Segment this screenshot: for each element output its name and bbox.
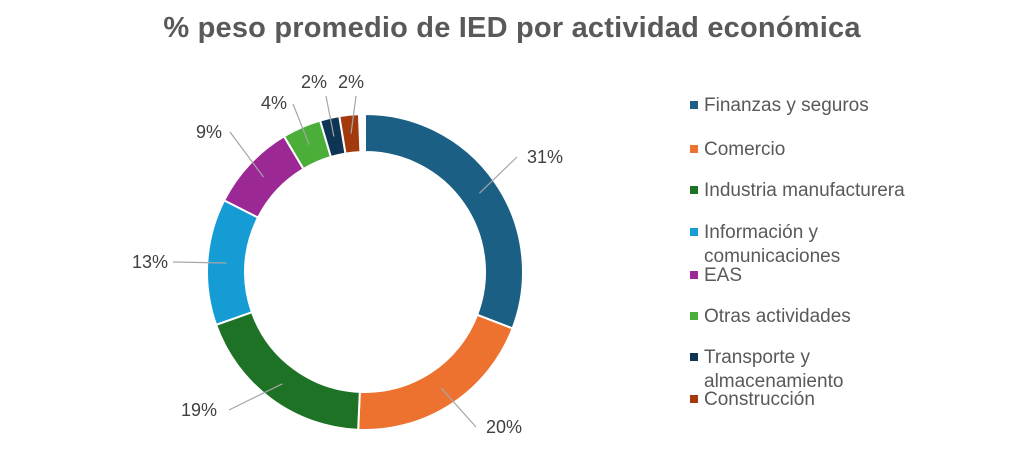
data-label: 13% <box>132 252 168 272</box>
legend-label: Construcción <box>704 389 815 410</box>
legend-swatch <box>690 145 698 153</box>
leader-line <box>479 156 518 194</box>
donut-slices <box>206 112 524 431</box>
data-label: 20% <box>486 417 522 437</box>
leader-line <box>172 261 227 264</box>
data-label: 9% <box>196 122 222 142</box>
data-label: 2% <box>301 72 327 92</box>
legend-swatch <box>690 395 698 403</box>
leader-lines <box>172 95 518 428</box>
leader-line <box>440 387 477 428</box>
legend-swatch <box>690 228 698 236</box>
donut-slice <box>364 112 524 330</box>
legend: Finanzas y seguros Comercio Industria manu… <box>690 95 905 410</box>
leader-line <box>228 383 283 411</box>
leader-line <box>325 95 335 137</box>
data-label: 4% <box>261 93 287 113</box>
donut-slice <box>357 313 514 431</box>
legend-swatch <box>690 312 698 320</box>
legend-swatch <box>690 353 698 361</box>
leader-line <box>292 103 310 145</box>
legend-label: EAS <box>704 265 742 286</box>
leader-line <box>229 131 264 178</box>
legend-swatch <box>690 101 698 109</box>
legend-swatch <box>690 271 698 279</box>
donut-slice <box>338 113 362 155</box>
legend-swatch <box>690 186 698 194</box>
legend-label: Información y comunicaciones <box>704 222 840 267</box>
legend-label: Otras actividades <box>704 306 851 327</box>
donut-slice <box>214 310 361 431</box>
data-label: 19% <box>181 400 217 420</box>
data-label: 31% <box>527 147 563 167</box>
leader-line <box>350 95 357 134</box>
legend-label: Industria manufacturera <box>704 180 905 201</box>
data-labels: 31% 20% 19% 13% 9% 4% 2% 2% <box>132 72 563 437</box>
legend-label: Finanzas y seguros <box>704 95 869 116</box>
chart-title: % peso promedio de IED por actividad eco… <box>163 12 861 44</box>
legend-label: Transporte y almacenamiento <box>704 347 843 392</box>
legend-label: Comercio <box>704 139 785 160</box>
data-label: 2% <box>338 72 364 92</box>
